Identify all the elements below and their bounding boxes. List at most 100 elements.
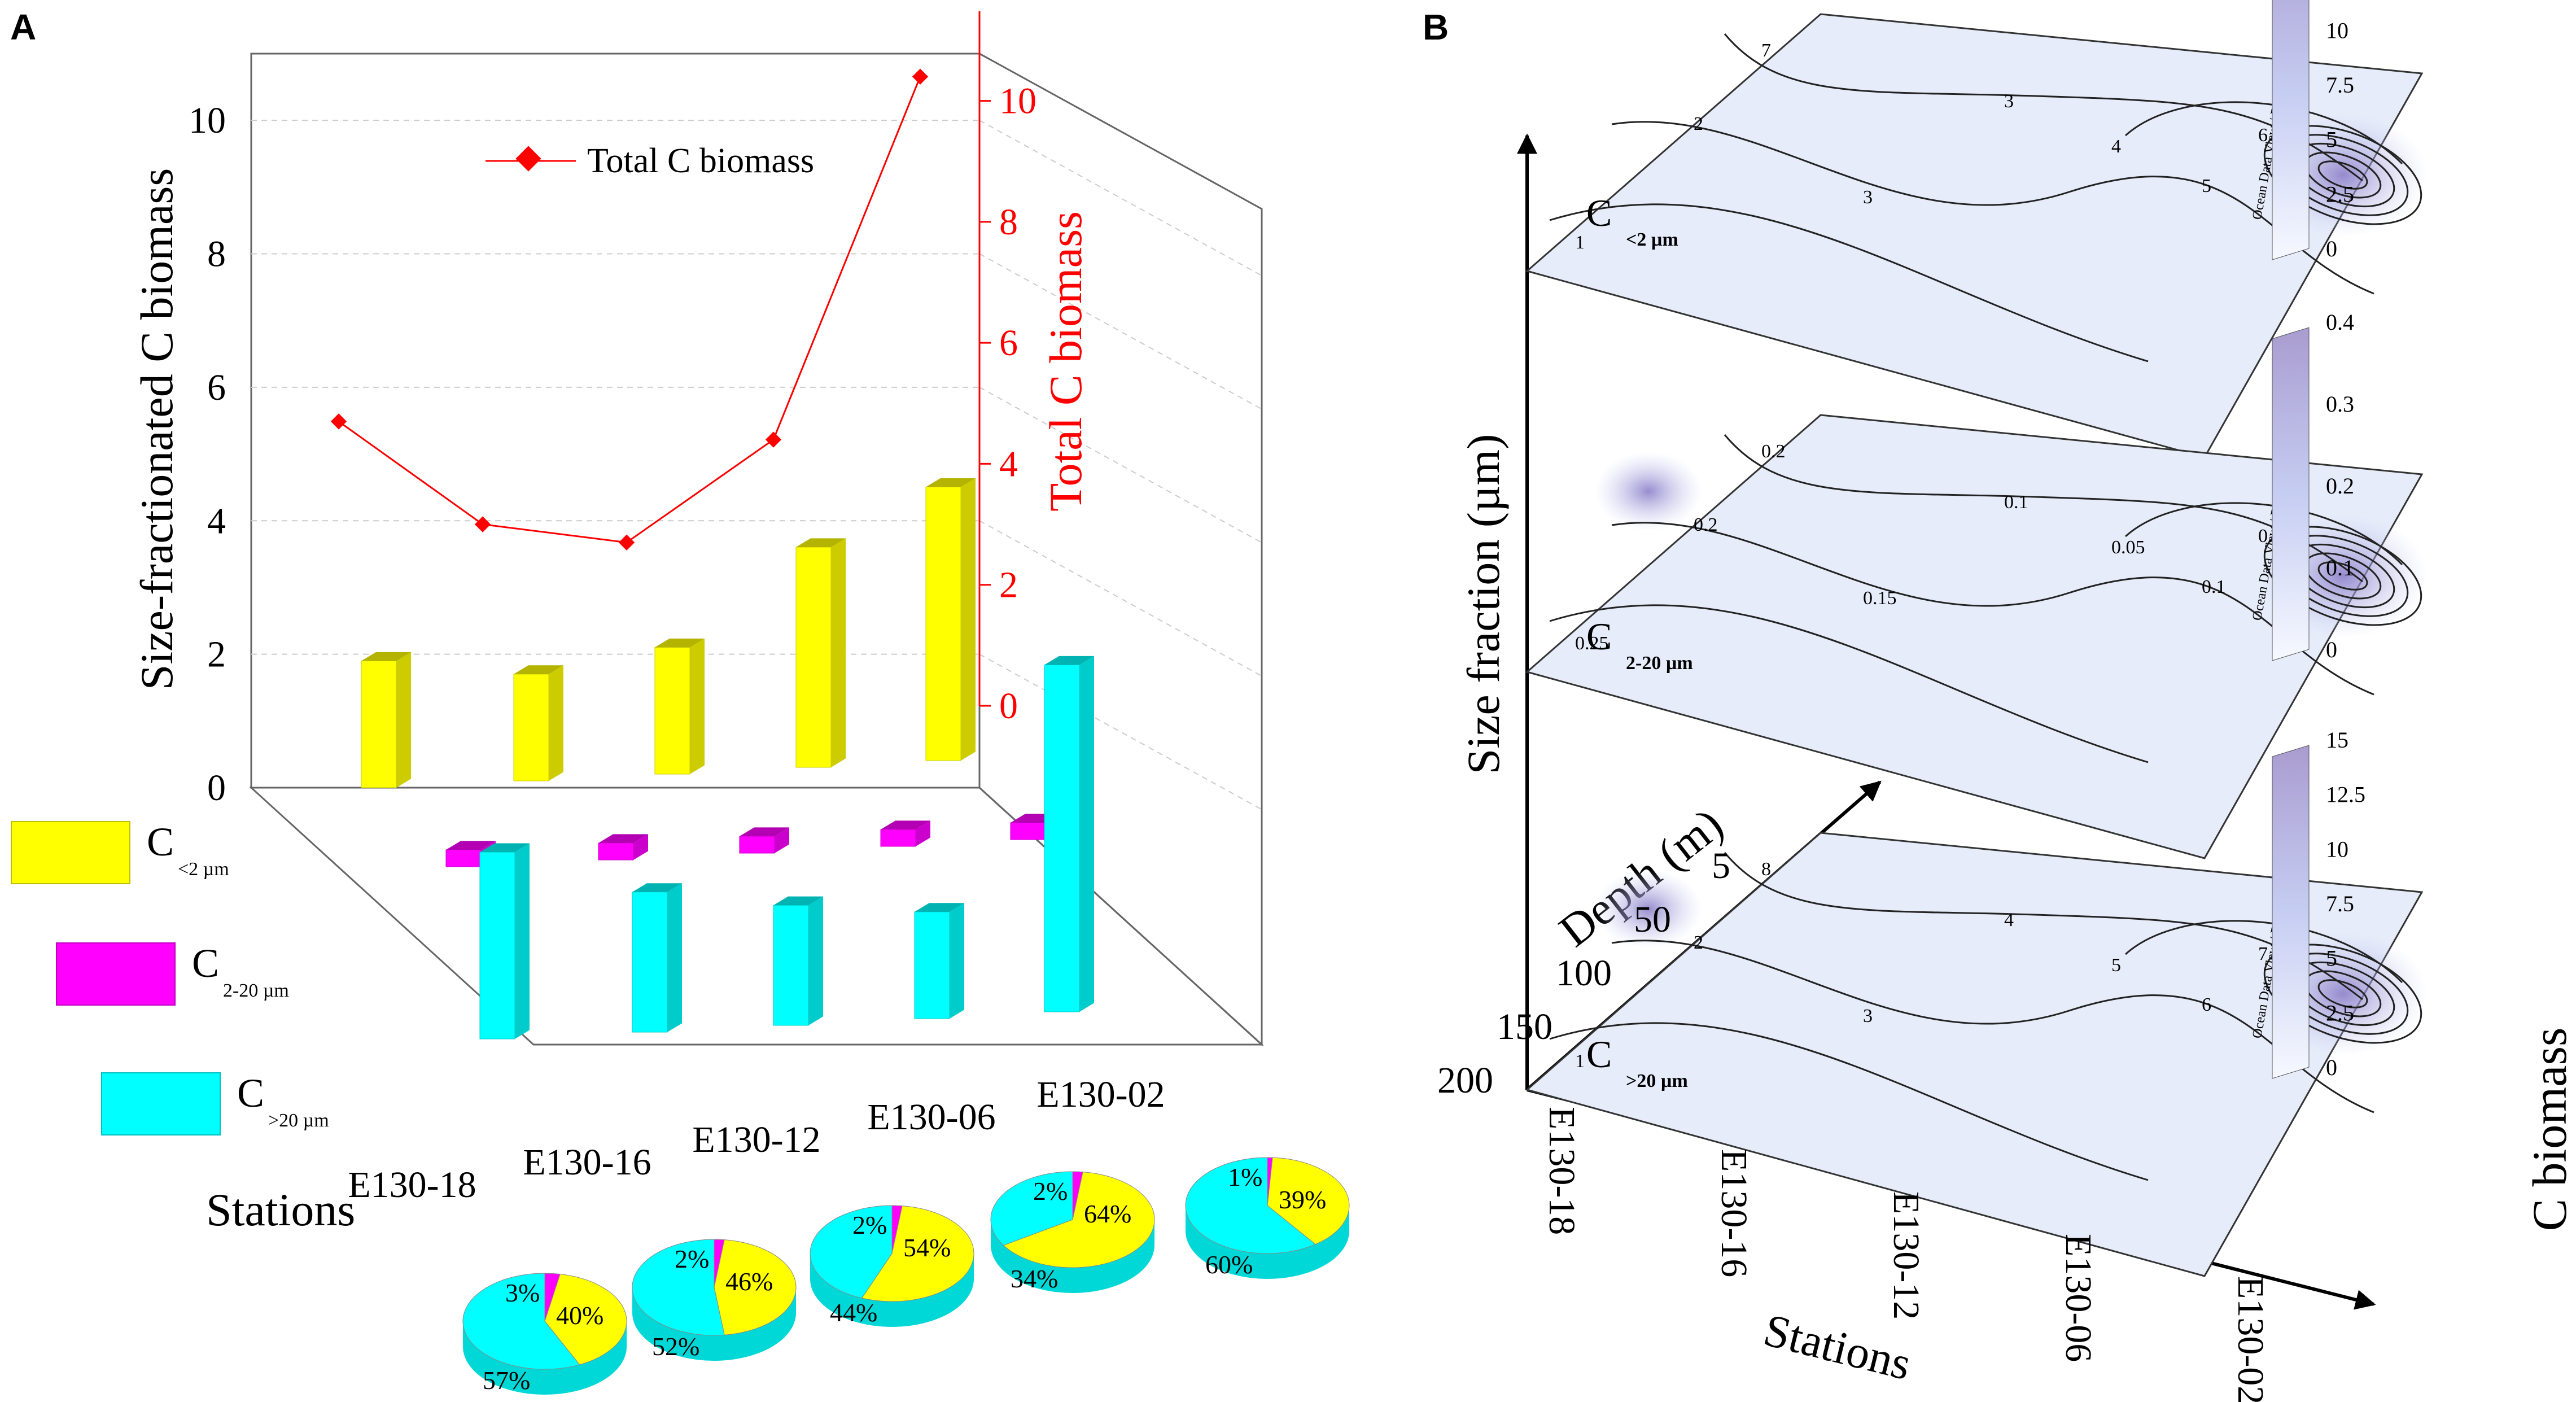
contour-label: 4 [2111, 136, 2121, 157]
pie-slice [861, 1206, 974, 1302]
pie-label: 2% [675, 1244, 709, 1273]
contour-label: 0.1 [2004, 492, 2028, 513]
layer-name: C [1586, 615, 1612, 658]
y-tick-label: 6 [207, 367, 226, 408]
bar-top-1-0 [446, 841, 496, 850]
depth-tick-label: 150 [1497, 1006, 1552, 1047]
pie-slice [1003, 1172, 1155, 1268]
contour-label: 1 [1575, 232, 1585, 253]
legend-label: C [237, 1071, 264, 1116]
pie-slice [810, 1205, 893, 1299]
colorbar-tick: 0.4 [2326, 309, 2354, 335]
colorbar-tick: 0 [2326, 637, 2337, 662]
side-wall [978, 52, 1263, 1047]
depth-tick-label: 100 [1556, 953, 1612, 994]
hotspot [1595, 870, 1702, 949]
contour-label: 0.15 [1863, 588, 1897, 609]
grid-line [979, 387, 1262, 543]
bar-side-0-1 [549, 665, 563, 781]
right-axis-tick-label: 4 [999, 443, 1018, 484]
pie-E130-06: 2% 64% 34% [990, 1171, 1155, 1293]
panel-b-chart: Size fraction (µm) Depth (m) Stations 12… [1437, 0, 2576, 1402]
bar-top-1-2 [740, 827, 789, 836]
contour-label: 0.2 [1761, 441, 1786, 462]
bar-0-1 [513, 674, 549, 781]
layer-sub: >20 µm [1626, 1071, 1688, 1091]
bar-1-2 [739, 836, 775, 854]
legend-sublabel: >20 µm [268, 1110, 329, 1131]
colorbar [2272, 0, 2310, 260]
contour-label: 7 [2258, 944, 2268, 964]
pie-label: 46% [725, 1267, 773, 1296]
y-tick-label: 4 [207, 500, 226, 541]
colorbar-tick: 0 [2326, 236, 2337, 261]
pie-label: 3% [505, 1278, 540, 1307]
bars-layer [361, 478, 1094, 1040]
depth-tick-label: 200 [1437, 1060, 1493, 1101]
pie-label: 40% [556, 1301, 603, 1330]
y-tick-label: 10 [189, 100, 226, 141]
contour-label: 0.05 [2111, 537, 2145, 558]
contour-label: 1 [1575, 1051, 1585, 1072]
contour-ring [2317, 561, 2368, 591]
colorbar-tick: 7.5 [2326, 891, 2354, 916]
y-axis-title: Size-fractionated C biomass [131, 168, 182, 691]
right-axis-tick-label: 10 [999, 81, 1036, 122]
contour-line [2124, 101, 2403, 165]
contour-label: 3 [2004, 91, 2014, 112]
bar-side-2-0 [515, 843, 530, 1039]
tick-labels-layer: 0 2 4 6 8 10 0 2 4 6 8 10 E130-18 E130-16 E130-12 E130-… [189, 11, 1165, 1206]
contour-ring [2317, 979, 2368, 1008]
station-label: E130-18 [348, 1164, 476, 1206]
legend-sublabel: <2 µm [178, 859, 229, 880]
contour-label: 3 [1863, 187, 1873, 208]
bar-top-1-3 [881, 820, 930, 829]
pie-label: 34% [1011, 1264, 1058, 1293]
contour-line [1549, 203, 2149, 362]
bar-top-2-4 [1044, 656, 1094, 665]
contour-ring [2263, 944, 2422, 1044]
right-axis-tick-label: 2 [999, 565, 1018, 606]
contour-label: 5 [2202, 176, 2211, 196]
pie-slice [1267, 1157, 1350, 1245]
contour-label: 2 [1694, 932, 1703, 953]
pie-label: 52% [652, 1332, 699, 1361]
layer-name: C [1586, 1033, 1612, 1076]
line-point [912, 68, 929, 85]
bar-top-2-0 [480, 843, 530, 853]
contour-line [1549, 1022, 2149, 1181]
grid-line [979, 520, 1262, 677]
legend-label: C [147, 819, 174, 864]
depth-tick-label: 5 [1712, 845, 1730, 886]
colorbar-tick: 2.5 [2326, 1000, 2354, 1025]
pie-charts: 3% 40% 57% 2% 46% 52% 2% 54% 44% 2% 64% 34% 1% 39% 60% [462, 1157, 1350, 1395]
bar-top-1-1 [598, 834, 648, 843]
contour-line [2124, 920, 2403, 984]
colorbar-tick: 7.5 [2326, 72, 2354, 98]
bar-2-1 [632, 892, 668, 1033]
pie-E130-02: 1% 39% 60% [1185, 1157, 1350, 1279]
pie-label: 57% [483, 1366, 530, 1395]
bar-0-3 [795, 547, 832, 768]
bar-top-0-0 [361, 652, 411, 661]
pie-label: 64% [1084, 1199, 1131, 1228]
pie-label: 44% [830, 1298, 877, 1327]
hotspot [1595, 452, 1702, 531]
pie-slice [1185, 1157, 1317, 1254]
layer-sub: 2-20 µm [1626, 653, 1693, 674]
legend-label: C [192, 941, 219, 986]
bar-2-4 [1044, 664, 1080, 1012]
bar-1-0 [445, 849, 482, 867]
bar-side-0-3 [831, 538, 846, 767]
bar-1-1 [598, 842, 634, 861]
legend-diamond [515, 146, 541, 172]
bar-side-0-4 [961, 478, 976, 761]
colorbar-tick: 5 [2326, 946, 2337, 971]
colorbar-tick: 2.5 [2326, 181, 2354, 207]
bar-0-2 [654, 647, 690, 775]
floor [249, 787, 1264, 1046]
pie-slice [462, 1273, 580, 1370]
